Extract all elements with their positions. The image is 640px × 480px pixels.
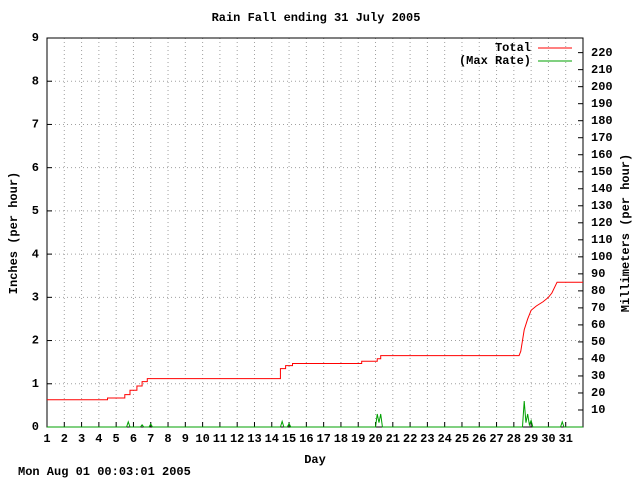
y2-tick-label: 200 (591, 80, 613, 94)
y2-tick-label: 60 (591, 318, 605, 332)
y2-tick-label: 80 (591, 284, 605, 298)
x-tick-label: 12 (230, 432, 244, 446)
y-tick-label: 7 (32, 118, 39, 132)
x-tick-label: 1 (43, 432, 50, 446)
y-tick-label: 5 (32, 204, 39, 218)
x-tick-label: 13 (247, 432, 261, 446)
x-tick-label: 26 (472, 432, 486, 446)
x-tick-label: 18 (334, 432, 348, 446)
x-tick-label: 27 (489, 432, 503, 446)
y2-tick-label: 90 (591, 267, 605, 281)
y2-tick-label: 70 (591, 301, 605, 315)
y-tick-label: 1 (32, 377, 39, 391)
data-line (47, 281, 583, 401)
y2-tick-label: 190 (591, 97, 613, 111)
x-tick-label: 29 (524, 432, 538, 446)
y2-tick-label: 40 (591, 352, 605, 366)
x-tick-label: 24 (437, 432, 451, 446)
y-tick-label: 6 (32, 161, 39, 175)
x-tick-label: 10 (195, 432, 209, 446)
x-tick-label: 23 (420, 432, 434, 446)
y-tick-label: 4 (32, 247, 39, 261)
footer: Mon Aug 01 00:03:01 2005 (18, 465, 191, 479)
y2-axis-label: Millimeters (per hour) (619, 154, 633, 312)
y-tick-label: 3 (32, 291, 39, 305)
x-tick-label: 9 (182, 432, 189, 446)
x-tick-label: 28 (507, 432, 521, 446)
x-tick-label: 25 (455, 432, 469, 446)
y-tick-label: 2 (32, 334, 39, 348)
y-tick-label: 8 (32, 74, 39, 88)
data-line (47, 401, 583, 428)
y2-tick-label: 100 (591, 250, 613, 264)
x-axis-label: Day (304, 453, 326, 467)
y2-tick-label: 130 (591, 199, 613, 213)
y2-tick-label: 170 (591, 131, 613, 145)
y2-tick-label: 140 (591, 182, 613, 196)
x-tick-label: 5 (113, 432, 120, 446)
x-tick-label: 20 (368, 432, 382, 446)
y2-tick-label: 150 (591, 165, 613, 179)
x-tick-label: 31 (559, 432, 573, 446)
x-tick-label: 11 (213, 432, 227, 446)
x-tick-label: 3 (78, 432, 85, 446)
x-tick-label: 30 (541, 432, 555, 446)
y2-tick-label: 110 (591, 233, 613, 247)
y-tick-label: 9 (32, 31, 39, 45)
y2-tick-label: 160 (591, 148, 613, 162)
legend-label: Total (495, 41, 531, 55)
x-tick-label: 7 (147, 432, 154, 446)
y2-tick-label: 10 (591, 403, 605, 417)
x-tick-label: 14 (265, 432, 279, 446)
y-axis-label: Inches (per hour) (7, 172, 21, 294)
y2-tick-label: 30 (591, 369, 605, 383)
x-tick-label: 15 (282, 432, 296, 446)
x-tick-label: 2 (61, 432, 68, 446)
y2-tick-label: 20 (591, 386, 605, 400)
x-tick-label: 16 (299, 432, 313, 446)
x-tick-label: 17 (316, 432, 330, 446)
x-tick-label: 6 (130, 432, 137, 446)
y2-tick-label: 50 (591, 335, 605, 349)
y2-tick-label: 180 (591, 114, 613, 128)
y2-tick-label: 120 (591, 216, 613, 230)
x-tick-label: 4 (95, 432, 102, 446)
y-tick-label: 0 (32, 420, 39, 434)
x-tick-label: 21 (386, 432, 400, 446)
x-tick-label: 22 (403, 432, 417, 446)
y2-tick-label: 220 (591, 46, 613, 60)
chart-title: Rain Fall ending 31 July 2005 (212, 11, 421, 25)
y2-tick-label: 210 (591, 63, 613, 77)
x-tick-label: 8 (164, 432, 171, 446)
legend-label: (Max Rate) (459, 54, 531, 68)
x-tick-label: 19 (351, 432, 365, 446)
